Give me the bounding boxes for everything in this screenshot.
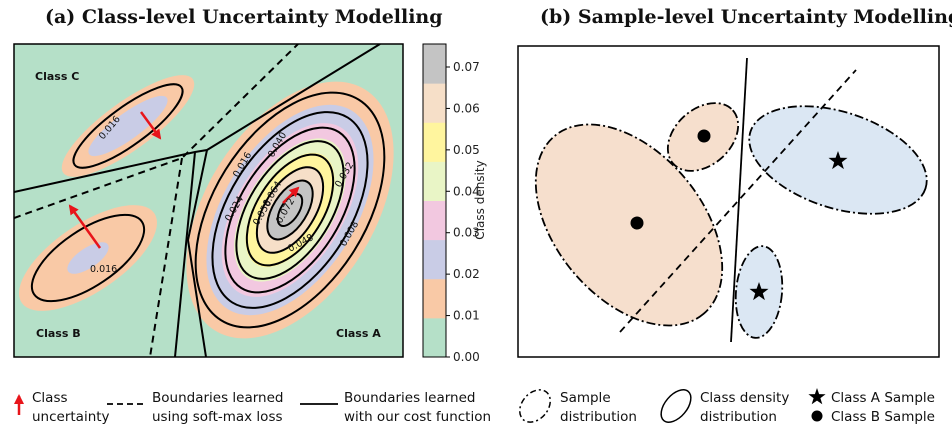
legend-softmax-line2: using soft-max loss <box>152 409 283 425</box>
colorbar-tick-label: 0.03 <box>453 226 480 240</box>
colorbar-band <box>423 278 446 319</box>
uncertainty-arrows <box>68 111 300 249</box>
colorbar-bands <box>423 44 446 358</box>
colorbar-band <box>423 83 446 123</box>
class-b-sample-distribution-large <box>534 123 724 327</box>
colorbar: 0.00 0.01 0.02 0.03 0.04 0.05 0.06 0.07 Class d… <box>422 43 487 364</box>
class-c-density <box>61 75 195 177</box>
legend-class-density-line1: Class density <box>700 390 789 406</box>
legend-class-uncertainty-line2: uncertainty <box>32 409 110 425</box>
colorbar-ticks: 0.00 0.01 0.02 0.03 0.04 0.05 0.06 0.07 <box>446 60 480 364</box>
class-a-uncertainty-arrow <box>282 186 300 204</box>
legend-ours-line1: Boundaries learned <box>344 390 475 406</box>
colorbar-tick-label: 0.06 <box>453 101 480 115</box>
class-b-sample-dot <box>630 216 644 230</box>
contour-label: 0.016 <box>90 264 117 275</box>
softmax-boundaries <box>14 44 299 357</box>
legend: Class uncertainty Boundaries learned usi… <box>14 388 935 425</box>
panel-a: 0.016 0.016 0.016 0.040 0.032 0.024 0.05… <box>13 43 404 358</box>
panel-a-frame <box>13 43 404 358</box>
legend-sample-dist-line1: Sample <box>560 390 611 406</box>
class-a-sample-star <box>828 151 848 170</box>
legend-class-uncertainty-line1: Class <box>32 390 68 406</box>
colorbar-frame <box>422 43 447 358</box>
colorbar-band <box>423 239 446 280</box>
softmax-boundary-b <box>619 69 857 333</box>
panel-b <box>517 45 940 358</box>
class-c-label: Class C <box>35 70 79 83</box>
class-b-sample-dot <box>697 129 711 143</box>
class-b-density <box>19 205 157 311</box>
colorbar-band <box>423 122 446 162</box>
colorbar-tick-label: 0.05 <box>453 143 480 157</box>
colorbar-band <box>423 44 446 84</box>
class-a-sample-star <box>749 282 769 301</box>
legend-sample-dist-line2: distribution <box>560 409 637 425</box>
legend-sample-distribution-icon <box>518 389 552 423</box>
colorbar-band <box>423 317 446 358</box>
colorbar-label: Class density <box>473 160 487 239</box>
panel-b-title: (b) Sample-level Uncertainty Modelling <box>540 6 952 28</box>
legend-dot-icon <box>811 410 823 422</box>
colorbar-band <box>423 161 446 201</box>
our-boundaries <box>14 44 381 357</box>
legend-class-density-line2: distribution <box>700 409 777 425</box>
colorbar-tick-label: 0.01 <box>453 309 480 323</box>
class-a-label: Class A <box>336 327 381 340</box>
class-b-uncertainty-arrow <box>68 204 102 249</box>
colorbar-tick-label: 0.02 <box>453 267 480 281</box>
legend-class-density-icon <box>660 389 692 423</box>
class-c-uncertainty-arrow <box>139 111 162 140</box>
colorbar-tick-label: 0.04 <box>453 184 480 198</box>
legend-class-a-sample: Class A Sample <box>831 390 935 406</box>
legend-class-b-sample: Class B Sample <box>831 409 935 425</box>
legend-star-icon <box>808 388 826 405</box>
legend-ours-line2: with our cost function <box>344 409 491 425</box>
class-a-density <box>186 81 394 339</box>
colorbar-tick-label: 0.00 <box>453 350 480 364</box>
legend-softmax-line1: Boundaries learned <box>152 390 283 406</box>
panel-a-title: (a) Class-level Uncertainty Modelling <box>45 6 443 28</box>
colorbar-band <box>423 200 446 241</box>
class-b-label: Class B <box>36 327 81 340</box>
colorbar-tick-label: 0.07 <box>453 60 480 74</box>
our-boundary-b <box>730 57 748 343</box>
